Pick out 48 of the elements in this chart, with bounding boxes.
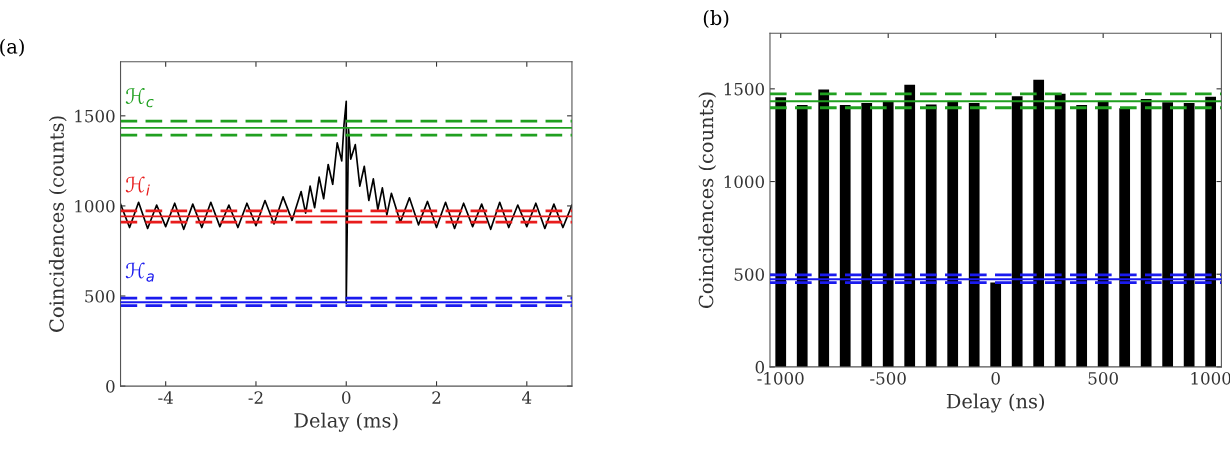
bar <box>947 101 959 367</box>
y-tick-label: 500 <box>85 289 115 303</box>
x-tick-label: 4 <box>522 391 532 404</box>
bar <box>1119 108 1131 367</box>
y-tick-label: 500 <box>734 268 765 281</box>
y-tick-label: 1000 <box>75 199 115 213</box>
x-tick-label: 0 <box>991 372 1000 385</box>
bar <box>839 104 851 367</box>
chart-title: (a) <box>0 38 24 57</box>
x-tick-label: -1000 <box>757 372 804 385</box>
x-tick-label: 0 <box>342 391 351 404</box>
bar <box>1140 99 1152 367</box>
bar <box>1054 93 1066 367</box>
ref-line-label: ℋ$_{i}$ <box>125 176 150 196</box>
bar <box>990 282 1002 367</box>
bar <box>904 84 916 367</box>
bar <box>1162 102 1174 367</box>
y-tick-label: 1500 <box>75 109 115 123</box>
bar <box>1076 104 1088 367</box>
bar <box>796 104 808 367</box>
ref-line-label: ℋ$_{c}$ <box>125 88 154 108</box>
bar <box>1011 96 1023 367</box>
x-tick-label: 500 <box>1088 372 1118 385</box>
bar <box>1183 102 1195 367</box>
x-tick-label: -500 <box>870 372 906 385</box>
bar <box>861 102 873 367</box>
bar <box>775 97 787 367</box>
bar <box>818 89 830 367</box>
bar <box>925 104 937 367</box>
y-tick-label: 1500 <box>724 82 765 96</box>
y-axis-title: Coincidences (counts) <box>48 116 67 332</box>
x-axis-title: Delay (ns) <box>946 393 1045 413</box>
bar <box>1033 79 1045 367</box>
x-axis-title: Delay (ms) <box>294 412 398 432</box>
bar <box>1205 96 1217 367</box>
x-tick-label: 1000 <box>1191 372 1230 385</box>
ref-line-label: ℋ$_{a}$ <box>125 262 154 282</box>
x-tick-label: 2 <box>432 391 441 404</box>
chart-title: (b) <box>703 10 729 28</box>
y-tick-label: 0 <box>755 360 765 374</box>
bar <box>882 101 894 367</box>
y-tick-label: 1000 <box>724 175 765 189</box>
bar <box>968 102 980 367</box>
y-tick-label: 0 <box>106 380 115 393</box>
bar <box>1097 101 1109 367</box>
x-tick-label: -2 <box>248 391 263 404</box>
y-axis-title: Coincidences (counts) <box>698 92 717 309</box>
x-tick-label: -4 <box>158 391 173 404</box>
